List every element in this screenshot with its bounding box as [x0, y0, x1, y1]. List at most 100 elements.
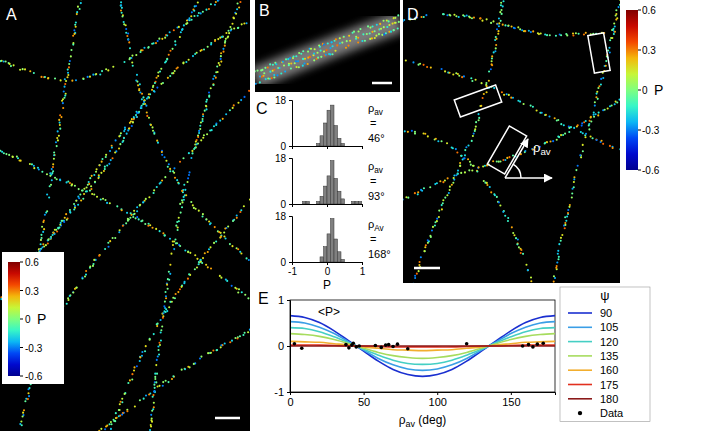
localization — [61, 100, 63, 102]
localization — [169, 50, 171, 52]
localization — [425, 244, 427, 246]
localization — [224, 237, 226, 239]
localization — [371, 31, 373, 33]
localization — [495, 44, 497, 46]
localization — [142, 103, 144, 105]
localization — [173, 376, 175, 378]
localization — [161, 325, 163, 327]
bar — [352, 262, 356, 263]
localization — [96, 196, 98, 198]
localization — [33, 72, 35, 74]
localization — [244, 294, 246, 296]
localization — [336, 44, 338, 46]
localization — [519, 101, 521, 103]
legend-label: 105 — [600, 321, 618, 333]
localization — [232, 220, 234, 222]
localization — [484, 165, 486, 167]
localization — [570, 126, 572, 128]
localization — [104, 428, 106, 430]
image-panel — [0, 0, 250, 431]
localization — [120, 5, 122, 7]
localization — [166, 284, 168, 286]
tick-label: 0 — [280, 141, 286, 152]
bar — [313, 262, 317, 263]
localization — [512, 154, 514, 156]
localization — [154, 82, 156, 84]
localization — [67, 74, 69, 76]
filament-path — [553, 0, 620, 283]
localization — [237, 27, 239, 29]
localization — [459, 165, 461, 167]
localization — [273, 77, 275, 79]
localization — [242, 334, 244, 336]
localization — [156, 325, 158, 327]
series-line — [290, 328, 555, 365]
localization — [162, 381, 164, 383]
localization — [436, 218, 438, 220]
localization — [155, 381, 157, 383]
localization — [339, 42, 341, 44]
localization — [171, 378, 173, 380]
localization — [567, 213, 569, 215]
bar — [303, 262, 307, 263]
localization — [190, 15, 192, 17]
localization — [467, 144, 469, 146]
bar — [324, 247, 328, 262]
localization — [64, 217, 66, 219]
localization — [361, 40, 363, 42]
localization — [451, 184, 453, 186]
localization — [206, 133, 208, 135]
localization — [97, 177, 99, 179]
histogram: 018ρav=46° — [275, 95, 385, 152]
localization — [477, 113, 479, 115]
localization — [237, 102, 239, 104]
localization — [256, 70, 258, 72]
localization — [485, 82, 487, 84]
localization — [560, 237, 562, 239]
localization — [74, 32, 76, 34]
scale-bar — [215, 417, 240, 420]
localization — [186, 22, 188, 24]
tick: 1 — [360, 262, 366, 277]
localization — [491, 57, 493, 59]
localization — [414, 275, 416, 277]
localization — [176, 221, 178, 223]
tick-label: 18 — [275, 153, 287, 164]
localization — [494, 194, 496, 196]
localization — [119, 409, 121, 411]
chart-title: <P> — [318, 305, 340, 319]
localization — [366, 33, 368, 35]
localization — [40, 238, 42, 240]
localization — [300, 53, 302, 55]
localization — [349, 40, 351, 42]
localization — [214, 4, 216, 6]
localization — [313, 59, 315, 61]
data-point — [379, 346, 383, 350]
localization — [200, 139, 202, 141]
tick — [362, 146, 363, 149]
localization — [129, 217, 131, 219]
localization — [207, 46, 209, 48]
localization — [79, 194, 81, 196]
localization — [516, 243, 518, 245]
localization — [226, 280, 228, 282]
localization — [76, 11, 78, 13]
axis: 018 — [275, 153, 293, 210]
localization — [612, 28, 614, 30]
localization — [566, 215, 568, 217]
localization — [129, 47, 131, 49]
localization — [197, 136, 199, 138]
localization — [159, 183, 161, 185]
localization — [164, 61, 166, 63]
localization — [151, 410, 153, 412]
localization — [610, 37, 612, 39]
label-subscript: Av — [374, 224, 384, 233]
localization — [527, 269, 529, 271]
localization — [502, 5, 504, 7]
bar — [348, 146, 352, 147]
localization — [475, 126, 477, 128]
localization — [69, 60, 71, 62]
localization — [238, 6, 240, 8]
localization — [374, 30, 376, 32]
localization — [93, 193, 95, 195]
